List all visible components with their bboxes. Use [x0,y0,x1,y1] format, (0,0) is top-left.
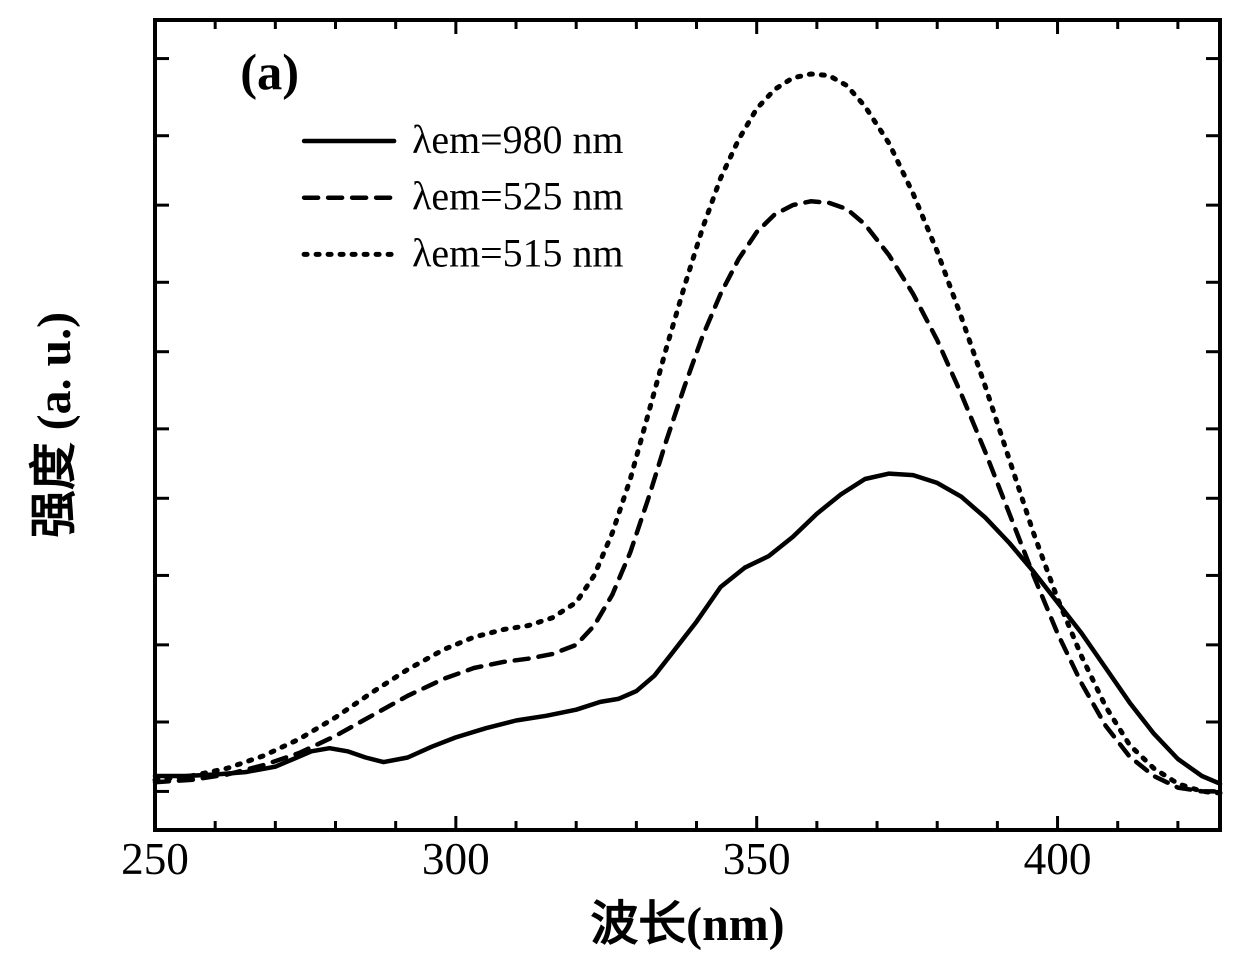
legend-label: λem=515 nm [412,230,623,275]
x-tick-label: 300 [422,834,490,884]
panel-label: (a) [240,44,299,100]
legend-label: λem=980 nm [412,117,623,162]
x-tick-label: 250 [121,834,189,884]
legend-label: λem=525 nm [412,174,623,219]
x-tick-label: 350 [723,834,791,884]
chart-svg: 250 300 350 400 (a) λem=980 nm λem=525 nm λem=5… [0,0,1240,970]
y-axis-label: 强度 (a. u.) [28,312,81,538]
spectrum-chart: 250 300 350 400 (a) λem=980 nm λem=525 nm λem=5… [0,0,1240,970]
x-axis-label: 波长(nm) [590,898,784,951]
x-tick-label: 400 [1024,834,1092,884]
